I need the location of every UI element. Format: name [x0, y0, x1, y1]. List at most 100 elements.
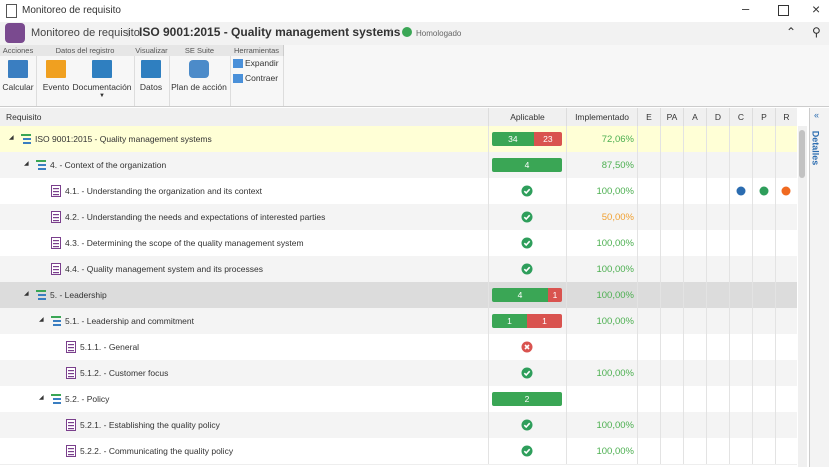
grid-cell [683, 412, 706, 438]
tree-toggle[interactable]: ◢ [9, 135, 14, 141]
toolbar-button[interactable]: Plan de acción [171, 82, 227, 92]
grid-cell [683, 256, 706, 282]
grid-cell [706, 334, 729, 360]
dropdown-arrow[interactable]: ▼ [99, 93, 105, 99]
grid-row[interactable]: ◢ 5.2. - Policy 2 [0, 386, 797, 413]
grid-row[interactable]: 4.4. - Quality management system and its… [0, 256, 797, 283]
side-panel: « Detalles [809, 108, 829, 467]
grid-cell [775, 152, 797, 178]
tree-toggle[interactable]: ◢ [39, 317, 44, 323]
toolbar-button[interactable]: Expandir [245, 58, 279, 68]
grid-cell [660, 204, 683, 230]
grid-row[interactable]: 5.1.1. - General [0, 334, 797, 361]
implemented-percent: 100,00% [596, 368, 634, 379]
grid-cell [683, 360, 706, 386]
button-icon [233, 74, 243, 83]
collapse[interactable]: ⌃ [786, 25, 797, 39]
toolbar-group-label: Herramientas [230, 45, 284, 56]
implemented-percent: 100,00% [596, 186, 634, 197]
indicator-icon [781, 186, 793, 200]
toolbar-button[interactable]: Datos [139, 82, 163, 92]
requirement-label[interactable]: 4.3. - Determining the scope of the qual… [65, 238, 304, 248]
close[interactable]: × [812, 1, 821, 17]
grid-cell [566, 360, 637, 386]
column-header[interactable]: C [729, 108, 752, 126]
button-icon [189, 60, 209, 78]
grid-cell [566, 282, 637, 308]
column-header[interactable]: R [775, 108, 797, 126]
grid-cell [566, 438, 637, 464]
group-icon [35, 159, 47, 173]
tree-toggle[interactable]: ◢ [39, 395, 44, 401]
grid-cell [752, 360, 775, 386]
requirement-icon [50, 185, 62, 199]
scrollbar[interactable] [798, 126, 807, 467]
requirement-icon [65, 419, 77, 433]
grid-cell [683, 386, 706, 412]
grid-cell [729, 308, 752, 334]
grid-cell [566, 334, 637, 360]
grid-cell [488, 386, 566, 412]
grid-row[interactable]: 4.2. - Understanding the needs and expec… [0, 204, 797, 231]
grid-cell [706, 152, 729, 178]
grid-cell [637, 334, 660, 360]
group-separator [230, 56, 231, 106]
grid-cell [566, 152, 637, 178]
column-header[interactable]: A [683, 108, 706, 126]
requirement-label[interactable]: 5. - Leadership [50, 290, 107, 300]
column-header[interactable]: Aplicable [488, 108, 566, 126]
requirement-label[interactable]: 4.2. - Understanding the needs and expec… [65, 212, 326, 222]
grid-cell [729, 386, 752, 412]
toolbar-button[interactable]: Documentación [72, 82, 132, 92]
grid-row[interactable]: ◢ 5.1. - Leadership and commitment 1 1 100,0… [0, 308, 797, 335]
toolbar-button[interactable]: Evento [42, 82, 70, 92]
tree-toggle[interactable]: ◢ [24, 161, 29, 167]
maximize[interactable] [778, 5, 789, 16]
grid-cell [729, 282, 752, 308]
grid-cell [637, 386, 660, 412]
requirement-label[interactable]: 5.2.2. - Communicating the quality polic… [80, 446, 234, 456]
grid-row[interactable]: ◢ 4. - Context of the organization 4 87,50% [0, 152, 797, 179]
group-icon [20, 133, 32, 147]
requirement-label[interactable]: 5.2.1. - Establishing the quality policy [80, 420, 220, 430]
requirement-label[interactable]: 4.4. - Quality management system and its… [65, 264, 263, 274]
column-header[interactable]: PA [660, 108, 683, 126]
side-panel-label[interactable]: Detalles [810, 130, 821, 166]
grid-cell [729, 412, 752, 438]
grid-cell [660, 282, 683, 308]
grid-row[interactable]: 5.2.2. - Communicating the quality polic… [0, 438, 797, 465]
minimize[interactable]: – [742, 1, 750, 16]
grid-row[interactable]: ◢ 5. - Leadership 4 1 100,00% [0, 282, 797, 309]
grid-cell [488, 178, 566, 204]
grid-row[interactable]: 4.3. - Determining the scope of the qual… [0, 230, 797, 257]
requirement-label[interactable]: 5.1.1. - General [80, 342, 140, 352]
toolbar-button[interactable]: Contraer [245, 73, 279, 83]
column-header[interactable]: Requisito [6, 112, 42, 122]
requirement-label[interactable]: 4.1. - Understanding the organization an… [65, 186, 263, 196]
grid-row[interactable]: ◢ ISO 9001:2015 - Quality management syst… [0, 126, 797, 153]
column-header[interactable]: Implementado [566, 108, 637, 126]
grid-cell [752, 126, 775, 152]
column-header[interactable]: P [752, 108, 775, 126]
requirement-label[interactable]: 4. - Context of the organization [50, 160, 167, 170]
grid-row[interactable]: 5.1.2. - Customer focus 100,00% [0, 360, 797, 387]
panel-arrow[interactable]: « [814, 110, 820, 120]
grid-row[interactable]: 5.2.1. - Establishing the quality policy… [0, 412, 797, 439]
requirement-label[interactable]: ISO 9001:2015 - Quality management syste… [35, 134, 212, 144]
scroll-thumb[interactable] [799, 130, 805, 178]
requirement-label[interactable]: 5.2. - Policy [65, 394, 110, 404]
tree-toggle[interactable]: ◢ [24, 291, 29, 297]
applicable-yes [521, 367, 533, 381]
grid-cell [637, 230, 660, 256]
requirement-label[interactable]: 5.1. - Leadership and commitment [65, 316, 194, 326]
grid-cell [752, 204, 775, 230]
requirement-icon [50, 263, 62, 277]
requirement-label[interactable]: 5.1.2. - Customer focus [80, 368, 169, 378]
grid-row[interactable]: 4.1. - Understanding the organization an… [0, 178, 797, 205]
pin[interactable]: ⚲ [812, 25, 821, 39]
column-header[interactable]: D [706, 108, 729, 126]
column-header[interactable]: E [637, 108, 660, 126]
toolbar-button[interactable]: Calcular [2, 82, 34, 92]
grid-cell [488, 230, 566, 256]
